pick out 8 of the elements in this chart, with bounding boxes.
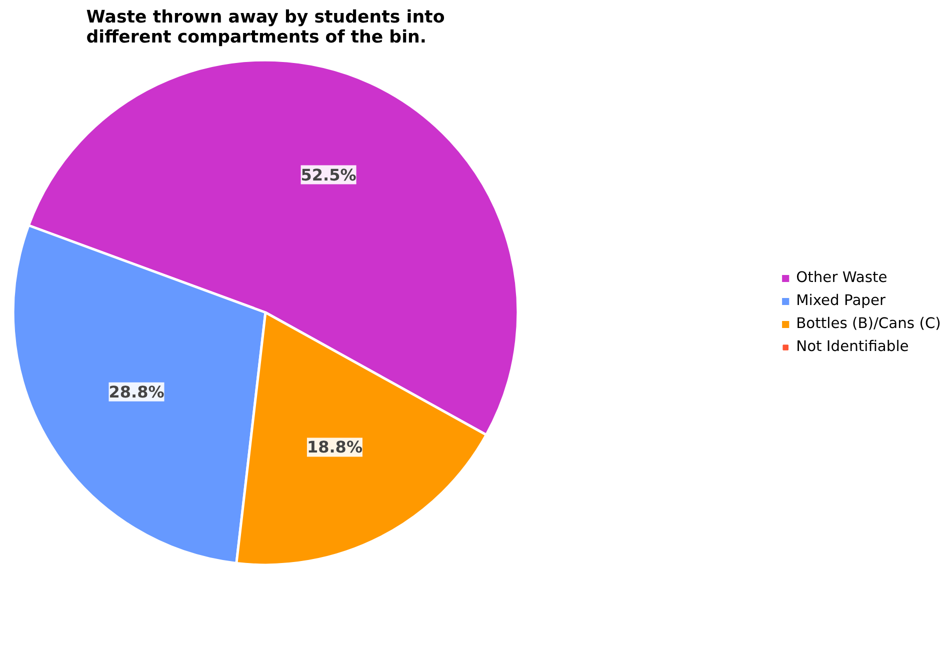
- data-label: 18.8%: [306, 438, 362, 457]
- data-label: 28.8%: [108, 382, 164, 402]
- chart-title: Waste thrown away by students into different compartments of the bin.: [86, 8, 445, 48]
- data-label: 52.5%: [300, 165, 356, 184]
- legend-label: Not Identifiable: [796, 338, 909, 355]
- legend-label: Bottles (B)/Cans (C): [796, 315, 941, 332]
- legend-label: Other Waste: [796, 269, 888, 286]
- legend-label: Mixed Paper: [796, 292, 886, 309]
